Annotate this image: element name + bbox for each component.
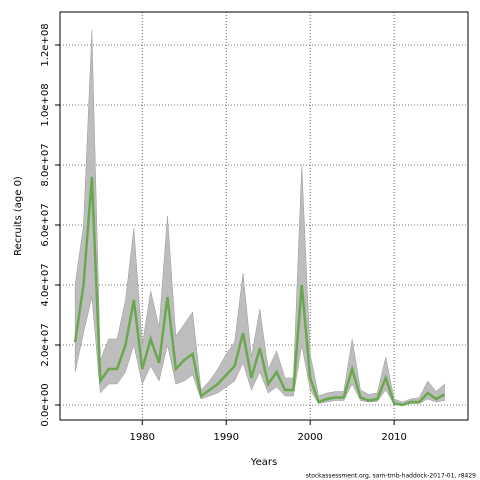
y-axis-label: Recruits (age 0) (13, 176, 24, 256)
footnote: stockassessment.org, sam-tmb-haddock-201… (306, 473, 476, 480)
x-tick-label: 2010 (381, 432, 406, 443)
y-tick-label: 1.2e+08 (40, 23, 51, 66)
y-tick-label: 2.0e+07 (40, 323, 51, 366)
y-tick-label: 0.0e+00 (40, 383, 51, 426)
x-tick-label: 1990 (213, 432, 238, 443)
x-tick-label: 1980 (130, 432, 155, 443)
y-tick-label: 4.0e+07 (40, 263, 51, 306)
x-axis-label: Years (250, 457, 277, 468)
x-tick-label: 2000 (297, 432, 322, 443)
y-tick-label: 1.0e+08 (40, 83, 51, 126)
plot-frame (59, 11, 469, 421)
y-tick-label: 6.0e+07 (40, 203, 51, 246)
y-tick-label: 8.0e+07 (40, 143, 51, 186)
recruit-line (73, 176, 446, 407)
